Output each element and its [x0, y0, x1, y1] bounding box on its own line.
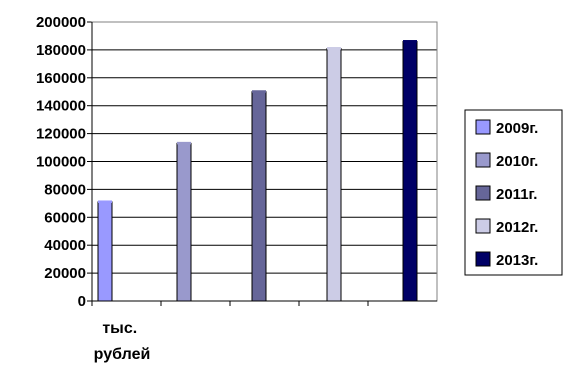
bar-top — [327, 47, 341, 50]
legend-swatch — [475, 152, 491, 168]
y-tick-label: 20000 — [44, 265, 86, 282]
y-tick-label: 120000 — [36, 126, 86, 143]
y-tick-label: 100000 — [36, 154, 86, 171]
bar — [402, 41, 418, 302]
category-label-line-1: тыс. — [102, 320, 137, 337]
legend-items: 2009г. 2010г. 2011г. 2012г. 2013г. — [475, 119, 538, 269]
y-tick-label: 0 — [78, 293, 86, 310]
legend-label: 2013г. — [496, 252, 538, 269]
y-tick-label: 80000 — [44, 181, 86, 198]
bar — [251, 91, 267, 302]
legend-swatch — [475, 251, 491, 267]
bar-top — [252, 90, 266, 93]
bar-2012г. — [326, 47, 342, 302]
bar-2011г. — [251, 90, 267, 302]
category-label: тыс. рублей — [94, 320, 151, 363]
legend-swatch — [475, 119, 491, 135]
y-tick-label: 140000 — [36, 98, 86, 115]
y-tick-label: 180000 — [36, 42, 86, 59]
legend-label: 2010г. — [496, 153, 538, 170]
legend-swatch — [475, 185, 491, 201]
legend-swatch — [475, 218, 491, 234]
legend-label: 2012г. — [496, 219, 538, 236]
y-axis-tick-labels: 0 20000 40000 60000 80000 100000 120000 140000 1… — [36, 14, 92, 310]
legend-label: 2009г. — [496, 120, 538, 137]
bar — [326, 48, 342, 302]
legend-label: 2011г. — [496, 186, 537, 203]
category-label-line-2: рублей — [94, 346, 151, 363]
bar-top — [403, 40, 417, 43]
y-tick-label: 160000 — [36, 70, 86, 87]
bar — [97, 201, 113, 302]
bar-top — [177, 141, 191, 145]
y-tick-label: 40000 — [44, 237, 86, 254]
y-tick-label: 200000 — [36, 14, 86, 31]
x-axis-ticks — [160, 301, 369, 306]
bar — [176, 142, 192, 302]
bar-2009г. — [97, 200, 113, 302]
y-tick-label: 60000 — [44, 209, 86, 226]
bar-2013г. — [402, 40, 418, 302]
bar-2010г. — [176, 141, 192, 302]
bar-top — [98, 200, 112, 203]
bars — [97, 40, 418, 302]
